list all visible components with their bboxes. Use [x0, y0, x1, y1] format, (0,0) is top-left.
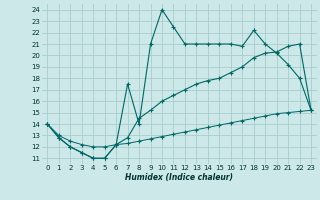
X-axis label: Humidex (Indice chaleur): Humidex (Indice chaleur): [125, 173, 233, 182]
